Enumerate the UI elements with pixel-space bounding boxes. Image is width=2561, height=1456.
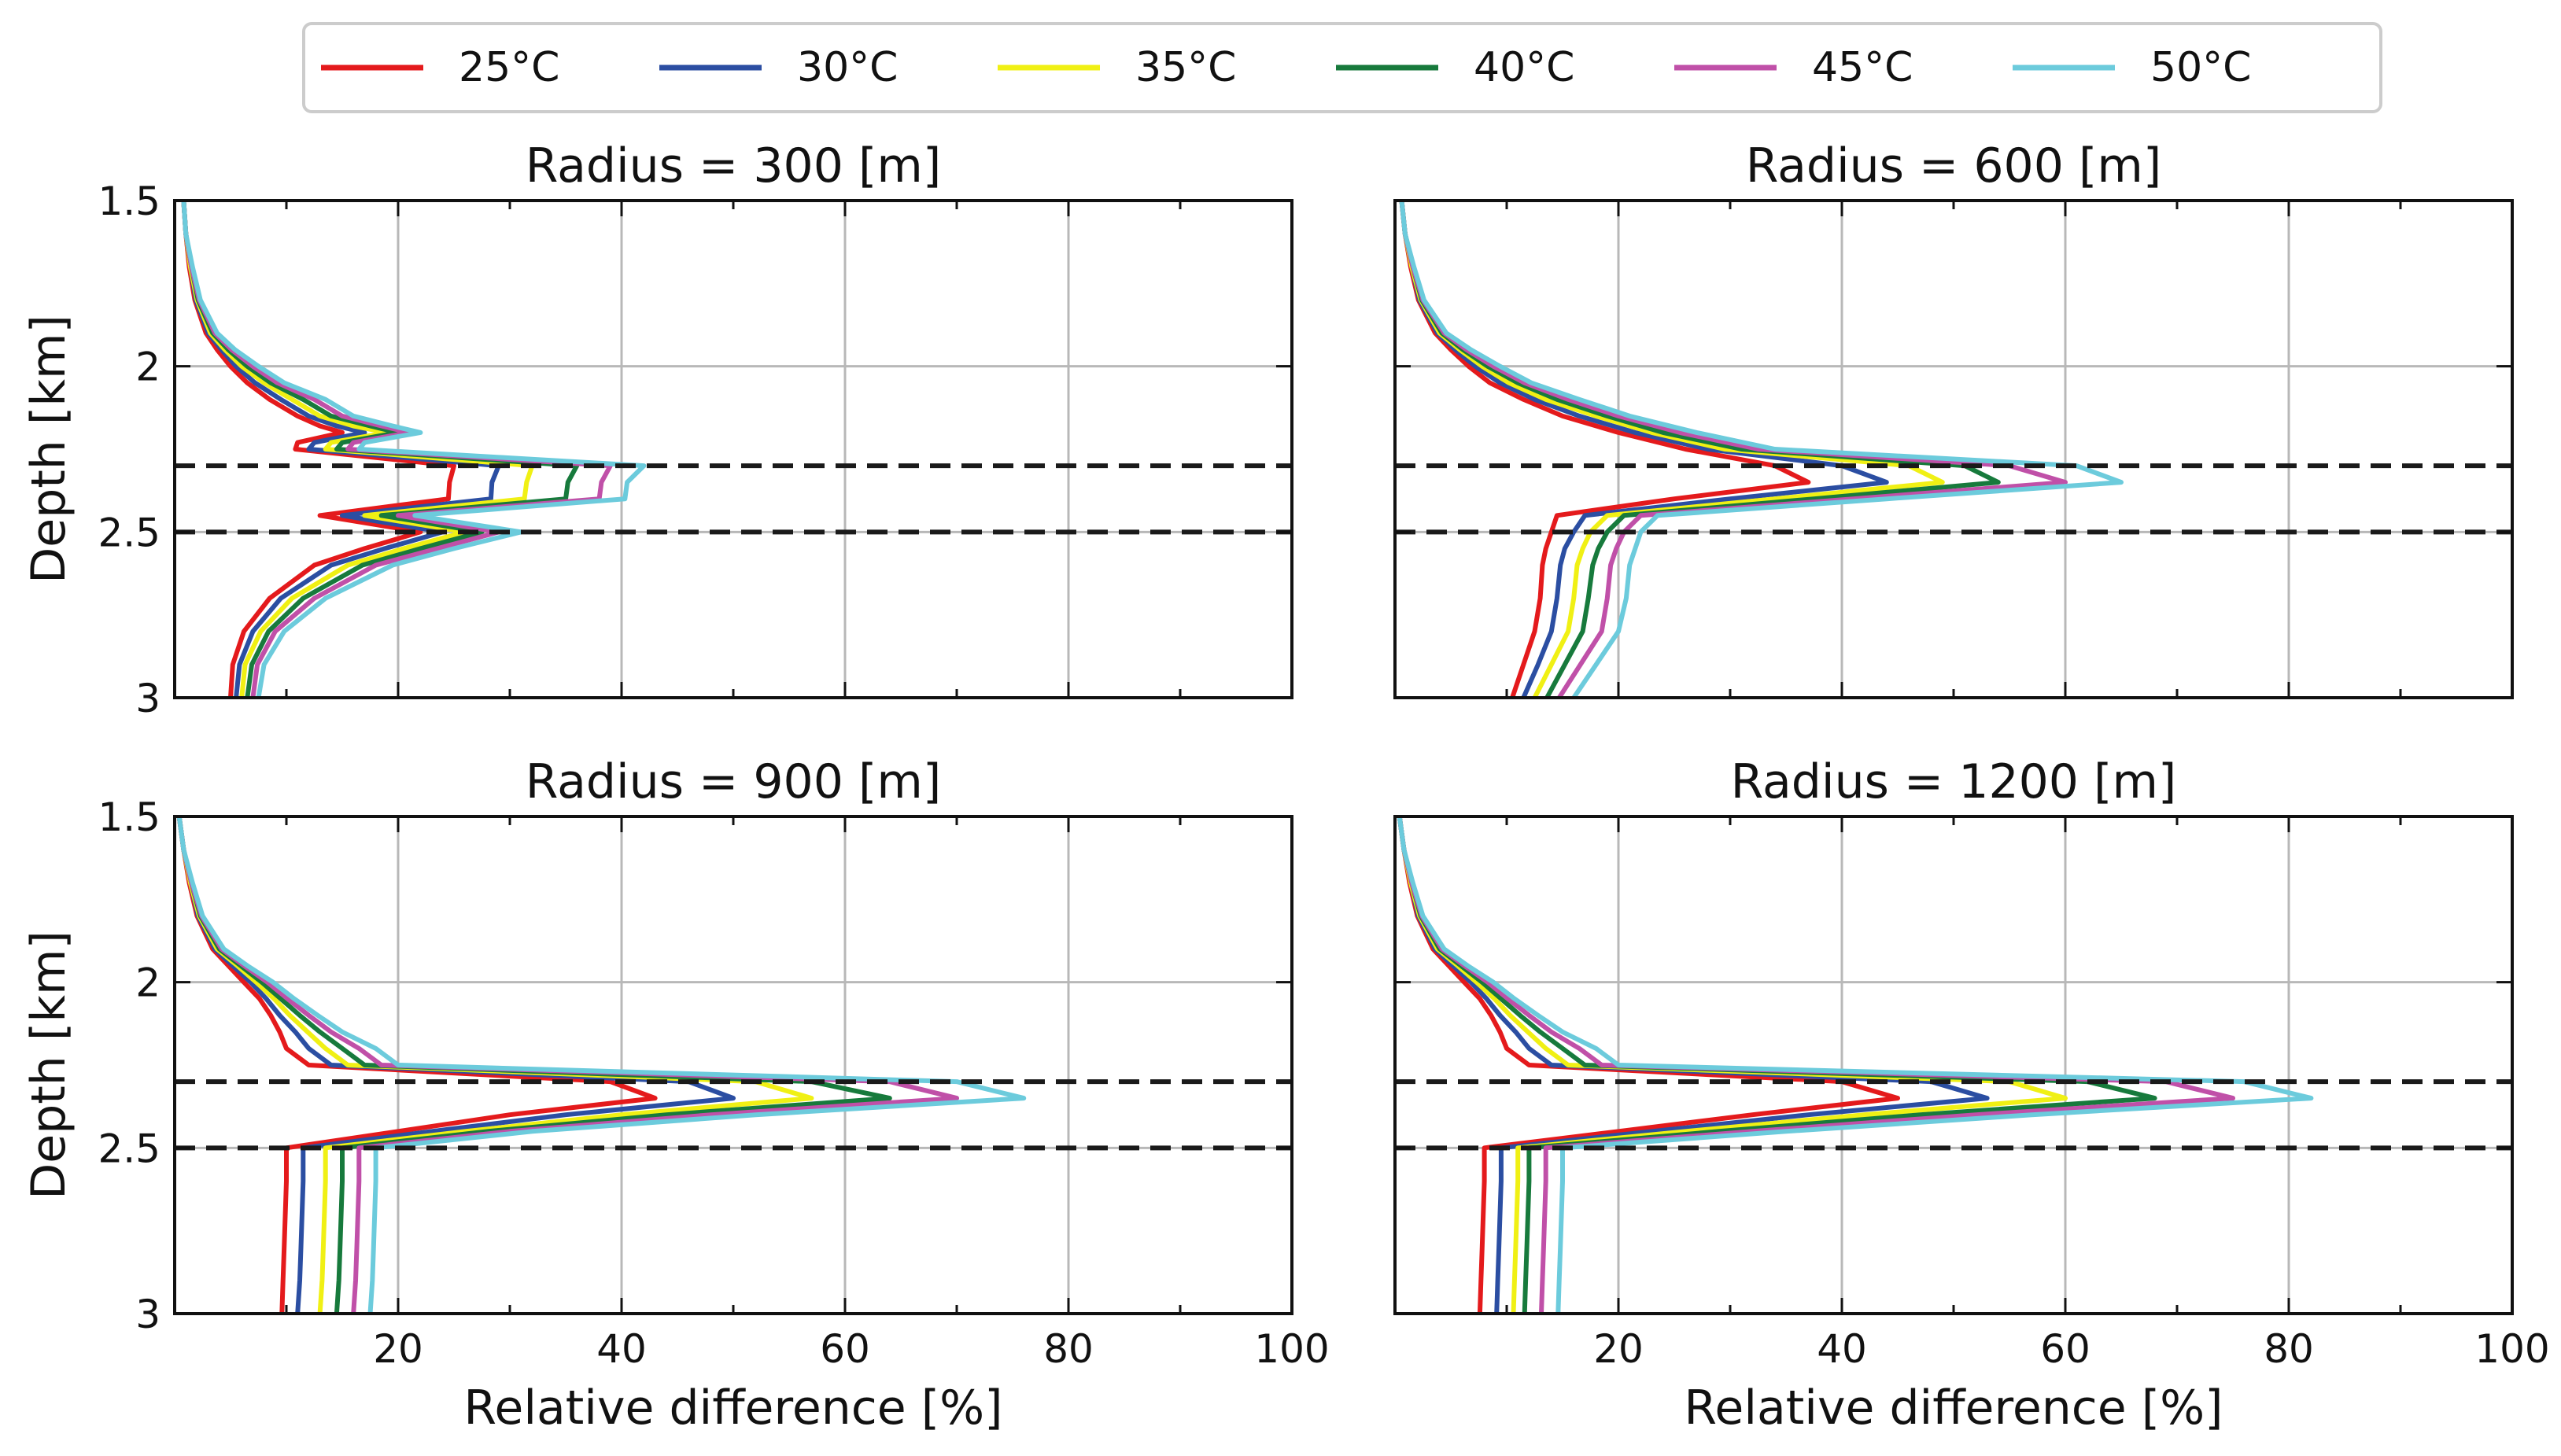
x-tick-label: 100 xyxy=(2474,1326,2549,1372)
series-line xyxy=(176,816,814,1314)
x-axis-label: Relative difference [%] xyxy=(463,1380,1002,1436)
y-axis-label: Depth [km] xyxy=(21,315,76,584)
x-tick-label: 20 xyxy=(373,1326,423,1372)
legend-item: 30°C xyxy=(659,44,898,91)
legend-label: 25°C xyxy=(459,44,559,91)
panel-title: Radius = 300 [m] xyxy=(526,138,941,194)
chart-panel: 1.5 2 2.5 3 Radius = 300 [m] Depth [km] xyxy=(21,138,1293,721)
x-axis-label: Relative difference [%] xyxy=(1684,1380,2223,1436)
legend-label: 40°C xyxy=(1474,44,1574,91)
legend-item: 40°C xyxy=(1336,44,1574,91)
series-line xyxy=(1397,816,2157,1314)
legend: 25°C 30°C 35°C 40°C 45°C 50°C xyxy=(302,22,2382,113)
legend-item: 25°C xyxy=(321,44,559,91)
legend-label: 30°C xyxy=(797,44,898,91)
axes-frame xyxy=(1393,199,2514,699)
legend-label: 50°C xyxy=(2150,44,2251,91)
x-tick-label: 100 xyxy=(1254,1326,1329,1372)
chart-panel: 20 40 60 80 100 1.5 2 2.5 3 Radius = 900 [m] Relat… xyxy=(21,754,1330,1436)
legend-label: 35°C xyxy=(1135,44,1236,91)
legend-item: 50°C xyxy=(2013,44,2251,91)
panel-title: Radius = 600 [m] xyxy=(1746,138,2161,194)
series-line xyxy=(176,816,959,1314)
x-tick-label: 40 xyxy=(1817,1326,1867,1372)
x-tick-label: 20 xyxy=(1593,1326,1644,1372)
y-tick-label: 3 xyxy=(135,676,161,721)
series-line xyxy=(1397,816,2314,1314)
y-tick-label: 3 xyxy=(135,1292,161,1337)
series-line xyxy=(1399,200,2124,699)
legend-item: 45°C xyxy=(1674,44,1913,91)
series-line xyxy=(1399,200,1945,699)
y-tick-label: 2 xyxy=(135,345,161,390)
chart-panel: 20 40 60 80 100 Radius = 1200 [m] Relative dif… xyxy=(1393,754,2550,1436)
x-tick-label: 80 xyxy=(1043,1326,1094,1372)
legend-item: 35°C xyxy=(998,44,1236,91)
series-line xyxy=(176,816,1027,1314)
panel-title: Radius = 1200 [m] xyxy=(1731,754,2177,809)
y-tick-label: 2.5 xyxy=(98,510,161,555)
panel-title: Radius = 900 [m] xyxy=(526,754,941,809)
y-axis-label: Depth [km] xyxy=(21,931,76,1200)
legend-label: 45°C xyxy=(1812,44,1913,91)
y-tick-label: 1.5 xyxy=(98,794,161,840)
y-tick-label: 2 xyxy=(135,960,161,1006)
y-tick-label: 2.5 xyxy=(98,1126,161,1171)
x-tick-label: 80 xyxy=(2264,1326,2314,1372)
x-tick-label: 60 xyxy=(820,1326,870,1372)
x-tick-label: 60 xyxy=(2040,1326,2090,1372)
y-tick-label: 1.5 xyxy=(98,179,161,224)
series-line xyxy=(1397,816,2235,1314)
chart-panel: Radius = 600 [m] xyxy=(1393,138,2514,699)
x-tick-label: 40 xyxy=(596,1326,647,1372)
series-line xyxy=(181,200,647,699)
